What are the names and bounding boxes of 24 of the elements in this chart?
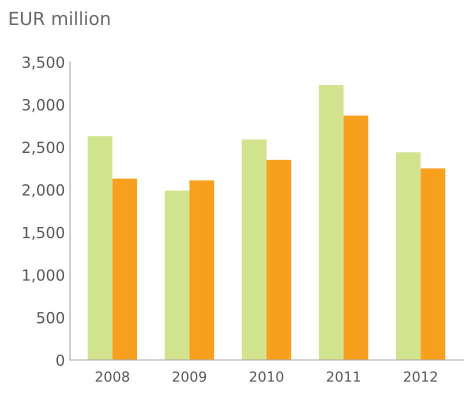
y-tick-label: 2,500 (22, 142, 64, 155)
x-tick-label: 2011 (326, 371, 360, 382)
y-tick-label: 1,500 (23, 226, 64, 240)
y-tick-label: 3,500 (22, 56, 64, 70)
y-tick-label: 0 (56, 354, 64, 366)
bar (189, 180, 214, 360)
y-tick-label: 1,000 (23, 269, 64, 282)
bar (242, 139, 266, 360)
y-tick-label: 500 (37, 312, 64, 324)
bar (344, 116, 368, 360)
bar (318, 84, 344, 360)
y-tick-label: 3,000 (22, 99, 64, 112)
bar (164, 190, 190, 360)
bar (266, 160, 292, 360)
x-tick-label: 2012 (404, 371, 437, 382)
x-tick-label: 2010 (250, 371, 284, 382)
bar (88, 136, 112, 360)
bar (420, 168, 446, 360)
bar (112, 178, 138, 360)
y-tick-label: 2,000 (22, 184, 64, 198)
bar (396, 152, 421, 360)
x-tick-label: 2009 (172, 371, 206, 382)
y-axis-title: EUR million (10, 11, 110, 26)
x-tick-label: 2008 (96, 371, 130, 382)
